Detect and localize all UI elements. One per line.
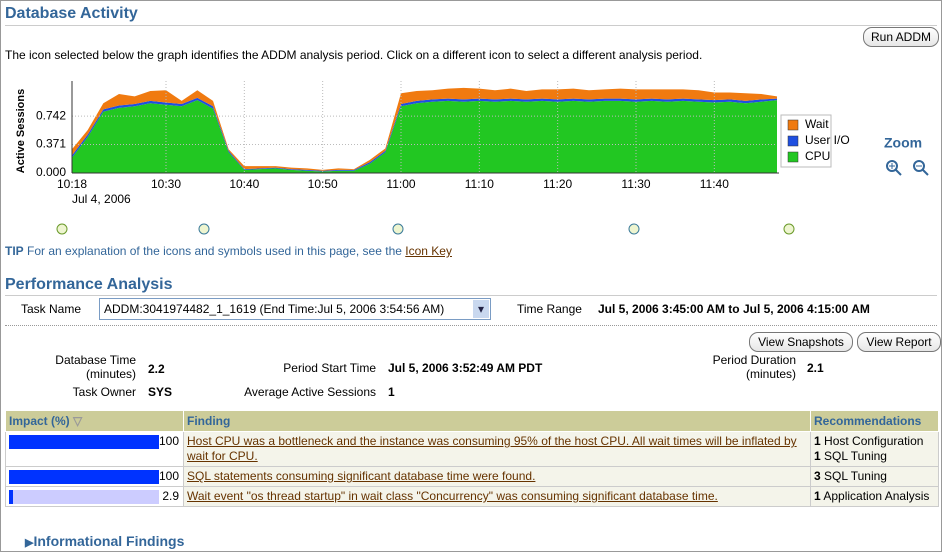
x-tick-label: 10:30 [151, 177, 181, 191]
average-sessions-value: 1 [388, 385, 395, 399]
x-tick-label: 11:20 [543, 177, 572, 191]
select-arrow: ▾ [473, 300, 489, 318]
impact-header[interactable]: Impact (%) ▽ [5, 410, 184, 432]
tip-text: For an explanation of the icons and symb… [27, 244, 402, 258]
run-addm-button[interactable]: Run ADDM [863, 27, 939, 47]
area-series [72, 100, 777, 173]
zoom-in[interactable] [886, 160, 902, 176]
recommendation: 3 SQL Tuning [814, 469, 935, 484]
x-tick-label: 11:40 [700, 177, 729, 191]
task-select-value: ADDM:3041974482_1_1619 (End Time:Jul 5, … [104, 302, 445, 316]
impact-cell: 2.9 [5, 486, 184, 507]
impact-value: 2.9 [162, 489, 179, 503]
average-sessions-label: Average Active Sessions [244, 385, 376, 399]
finding-cell: SQL statements consuming significant dat… [183, 466, 811, 487]
divider [5, 25, 937, 26]
task-name-label: Task Name [21, 302, 82, 316]
x-tick-label: 11:10 [465, 177, 494, 191]
informational-findings[interactable]: ▶Informational Findings [25, 533, 185, 549]
period-duration-label: Period Duration (minutes) [712, 353, 796, 381]
legend-label: Wait [805, 117, 829, 131]
recommendation-type: SQL Tuning [824, 449, 887, 463]
recommendation: 1 Host Configuration [814, 434, 935, 449]
impact-bar [9, 489, 14, 504]
x-tick-label: 10:40 [229, 177, 259, 191]
area-series [72, 87, 777, 171]
impact-track [9, 469, 159, 484]
recommendation-count: 1 [814, 434, 821, 448]
finding-cell: Wait event "os thread startup" in wait c… [183, 486, 811, 507]
dotted-divider [5, 325, 937, 326]
period-start-label: Period Start Time [283, 361, 376, 375]
finding-link[interactable]: SQL statements consuming significant dat… [187, 469, 536, 483]
task-owner-label: Task Owner [72, 385, 136, 399]
recommendations-header: Recommendations [810, 410, 939, 432]
recommendation: 1 SQL Tuning [814, 449, 935, 464]
recommendation: 1 Application Analysis [814, 489, 935, 504]
x-tick-label: 11:30 [621, 177, 650, 191]
impact-cell: 100 [5, 466, 184, 487]
recommendation-cell: 3 SQL Tuning [810, 466, 939, 487]
recommendation-type: Host Configuration [824, 434, 924, 448]
findings-table: Impact (%) ▽ Finding Recommendations 100… [5, 410, 939, 507]
finding-cell: Host CPU was a bottleneck and the instan… [183, 431, 811, 467]
legend-swatch [787, 135, 799, 147]
intro-text: The icon selected below the graph identi… [5, 48, 703, 62]
impact-value: 100 [159, 434, 180, 448]
legend-swatch [787, 151, 799, 163]
icon-key-link[interactable]: Icon Key [405, 244, 452, 258]
time-range-value: Jul 5, 2006 3:45:00 AM to Jul 5, 2006 4:… [598, 302, 870, 316]
section-title: Database Activity [5, 5, 138, 22]
x-tick-label: 10:50 [308, 177, 338, 191]
y-tick-label: 0.371 [36, 137, 66, 151]
view-report-button[interactable]: View Report [857, 332, 941, 352]
impact-cell: 100 [5, 431, 184, 467]
recommendation-count: 3 [814, 469, 821, 483]
recommendation-cell: 1 Application Analysis [810, 486, 939, 507]
zoom-out[interactable] [913, 160, 929, 176]
task-owner-value: SYS [148, 385, 173, 399]
impact-bar [9, 469, 159, 484]
tip-label: TIP [5, 244, 24, 258]
finding-header: Finding [183, 410, 811, 432]
finding-link[interactable]: Wait event "os thread startup" in wait c… [187, 489, 718, 503]
finding-link[interactable]: Host CPU was a bottleneck and the instan… [187, 434, 797, 463]
database-time-label: Database Time (minutes) [55, 353, 136, 381]
impact-track [9, 434, 159, 449]
divider [5, 295, 937, 296]
x-date-label: Jul 4, 2006 [72, 192, 131, 206]
chart: Active Sessions Jul 4, 2006 Zoom 0.000 0.… [15, 81, 929, 235]
time-range-label: Time Range [517, 302, 582, 316]
period-icons[interactable] [56, 223, 795, 235]
period-duration-value: 2.1 [807, 361, 824, 375]
tip: TIP For an explanation of the icons and … [5, 244, 452, 258]
x-tick-label: 11:00 [386, 177, 415, 191]
zoom-label: Zoom [884, 135, 922, 151]
database-time-value: 2.2 [148, 362, 165, 376]
legend-label: User I/O [805, 133, 850, 147]
recommendation-count: 1 [814, 449, 821, 463]
recommendation-type: SQL Tuning [824, 469, 887, 483]
y-axis-label: Active Sessions [15, 89, 27, 173]
finding-row: 2.9 Wait event "os thread startup" in wai… [5, 486, 939, 507]
legend-label: CPU [805, 149, 830, 163]
finding-row: 100 SQL statements consuming significant … [5, 466, 939, 487]
period-start-value: Jul 5, 2006 3:52:49 AM PDT [388, 361, 543, 375]
recommendation-count: 1 [814, 489, 821, 503]
y-tick-label: 0.000 [36, 165, 66, 179]
task-select[interactable]: ADDM:3041974482_1_1619 (End Time:Jul 5, … [99, 298, 491, 320]
view-snapshots-button[interactable]: View Snapshots [749, 332, 853, 352]
impact-value: 100 [159, 469, 180, 483]
y-tick-label: 0.742 [36, 108, 66, 122]
legend-swatch [787, 119, 799, 131]
recommendation-type: Application Analysis [823, 489, 930, 503]
performance-title: Performance Analysis [5, 276, 173, 293]
impact-track [9, 489, 159, 504]
finding-row: 100 Host CPU was a bottleneck and the ins… [5, 431, 939, 467]
x-tick-label: 10:18 [57, 177, 87, 191]
recommendation-cell: 1 Host Configuration 1 SQL Tuning [810, 431, 939, 467]
impact-bar [9, 434, 159, 449]
